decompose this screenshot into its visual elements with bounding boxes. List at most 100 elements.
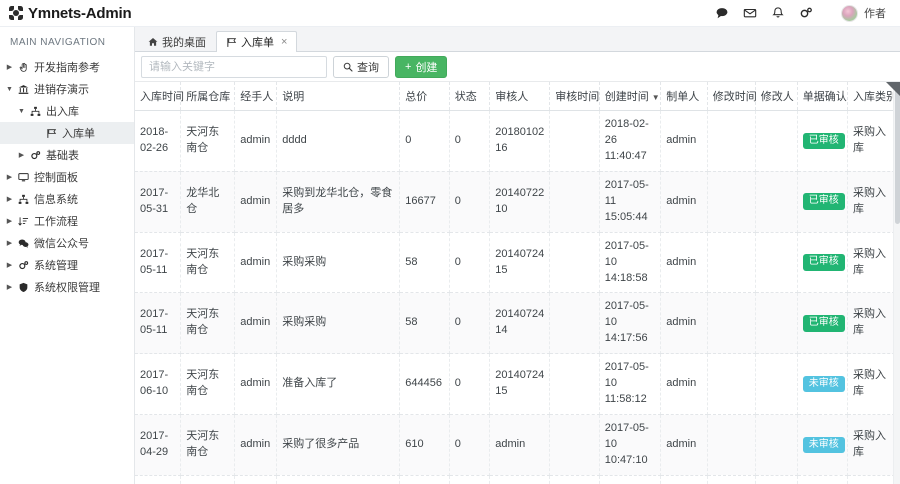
cell-2: 天河东南仓	[180, 292, 236, 355]
tab-close-icon[interactable]: ×	[281, 36, 288, 48]
cell-10: admin	[660, 232, 708, 294]
chevron-right-icon: ▶	[6, 217, 13, 225]
cell-9: 2017-05-10 14:18:58	[599, 232, 662, 294]
sidebar-item-2[interactable]: ▼ 进销存演示	[0, 78, 134, 100]
column-header-7[interactable]: 审核人	[489, 82, 551, 111]
column-header-11[interactable]: 修改时间	[707, 82, 757, 111]
cell-11	[707, 353, 756, 416]
scrollbar-thumb[interactable]	[895, 84, 900, 224]
cell-10: admin	[660, 171, 708, 233]
column-header-label: 单据确认	[802, 91, 847, 103]
sidebar-item-label: 工作流程	[34, 216, 78, 228]
sidebar-item-6[interactable]: ▶ 控制面板	[0, 166, 134, 188]
column-header-label: 创建时间	[604, 91, 649, 103]
query-button-label: 查询	[357, 62, 379, 74]
status-badge[interactable]: 已审核	[802, 132, 845, 150]
cell-10: admin	[660, 353, 708, 416]
cell-10: admin	[660, 475, 708, 484]
column-header-9[interactable]: 创建时间 ▼	[599, 82, 662, 111]
query-button[interactable]: 查询	[333, 56, 389, 78]
column-header-13[interactable]: 单据确认	[797, 82, 849, 111]
column-header-10[interactable]: 制单人	[660, 82, 708, 111]
tab-1[interactable]: 我的桌面	[138, 31, 216, 52]
column-header-3[interactable]: 经手人	[234, 82, 278, 111]
cell-6: 0	[449, 414, 491, 476]
sidebar-item-label: 进销存演示	[34, 84, 89, 96]
tab-2[interactable]: 入库单 ×	[216, 31, 298, 52]
cell-3: admin	[234, 232, 278, 294]
mail-icon[interactable]	[743, 6, 757, 20]
column-header-2[interactable]: 所属仓库	[180, 82, 236, 111]
sidebar-item-3[interactable]: ▼ 出入库	[0, 100, 134, 122]
gear-icon[interactable]	[799, 6, 813, 20]
cell-4: 本次巨量采购到总仓	[276, 475, 401, 484]
sidebar-item-label: 系统权限管理	[34, 282, 100, 294]
column-header-1[interactable]: 入库时间	[135, 82, 184, 111]
column-header-8[interactable]: 审核时间	[549, 82, 600, 111]
collapse-corner-icon[interactable]	[886, 82, 900, 96]
cell-14: 采购入库	[847, 110, 900, 172]
table-row[interactable]: 2017-06-10 天河东南仓 admin 准备入库了 644456 0 20140724…	[135, 353, 900, 416]
bell-icon[interactable]	[771, 6, 785, 20]
table-row[interactable]: 2017-05-11 天河东南仓 admin 采购采购 58 0 2014072414 201…	[135, 292, 900, 355]
sidebar-item-5[interactable]: ▶ 基础表	[0, 144, 134, 166]
gears-icon	[17, 260, 30, 271]
cell-7: 2014072415	[489, 353, 551, 416]
table-row[interactable]: 2017-05-02总仓admin本次巨量采购到总仓31184640admin2…	[135, 475, 900, 484]
table-row[interactable]: 2017-04-29 天河东南仓 admin 采购了很多产品 610 0 admin 2017…	[135, 414, 900, 476]
table-row[interactable]: 2018-02-26 天河东南仓 admin dddd 0 0 2018010216 2018…	[135, 110, 900, 172]
cell-4: dddd	[276, 110, 401, 172]
cell-2: 天河东南仓	[180, 110, 236, 172]
cell-5: 0	[399, 110, 450, 172]
status-badge[interactable]: 未审核	[802, 375, 845, 393]
cell-11	[707, 292, 756, 355]
column-header-5[interactable]: 总价	[399, 82, 450, 111]
sidebar-item-10[interactable]: ▶ 系统管理	[0, 254, 134, 276]
sidebar-item-8[interactable]: ▶ 工作流程	[0, 210, 134, 232]
status-badge[interactable]: 已审核	[802, 193, 845, 210]
sidebar-item-7[interactable]: ▶ 信息系统	[0, 188, 134, 210]
table-row[interactable]: 2017-05-11 天河东南仓 admin 采购采购 58 0 2014072415 201…	[135, 232, 900, 294]
column-header-label: 状态	[454, 91, 477, 103]
table-row[interactable]: 2017-05-31 龙华北仓 admin 采购到龙华北仓，零食居多 16677 0 201…	[135, 171, 900, 233]
search-input[interactable]	[141, 56, 327, 78]
cell-5: 58	[399, 232, 450, 294]
cell-2: 天河东南仓	[180, 232, 236, 294]
table-vertical-scrollbar[interactable]	[893, 82, 900, 484]
cell-8	[549, 414, 600, 476]
wechat-icon	[17, 238, 30, 249]
cell-3: admin	[234, 110, 278, 172]
cell-status-badge: 已审核	[797, 171, 849, 233]
column-header-6[interactable]: 状态	[449, 82, 491, 111]
status-badge[interactable]: 未审核	[802, 436, 845, 454]
sidebar-item-1[interactable]: ▶ 开发指南参考	[0, 56, 134, 78]
cell-7: 2018010216	[489, 110, 551, 172]
sidebar-item-11[interactable]: ▶ 系统权限管理	[0, 276, 134, 298]
chevron-down-icon: ▼	[6, 85, 13, 93]
sort-descending-icon[interactable]: ▼	[651, 93, 660, 102]
cell-2: 天河东南仓	[180, 414, 236, 476]
brand-logo[interactable]: Ymnets-Admin	[0, 0, 135, 27]
cell-2: 龙华北仓	[180, 171, 236, 233]
sidebar-item-4[interactable]: ▶入库单	[0, 122, 134, 144]
column-header-4[interactable]: 说明	[276, 82, 401, 111]
status-badge[interactable]: 已审核	[802, 254, 845, 271]
chevron-right-icon: ▶	[18, 151, 25, 159]
sidebar-item-9[interactable]: ▶ 微信公众号	[0, 232, 134, 254]
column-header-label: 所属仓库	[186, 91, 231, 103]
create-button[interactable]: + 创建	[395, 56, 448, 78]
cell-10: admin	[660, 414, 708, 476]
cell-9: 2017-05-10 10:47:10	[599, 414, 662, 476]
user-name-label: 作者	[864, 8, 886, 20]
cell-6: 0	[449, 353, 491, 416]
tab-label: 我的桌面	[162, 37, 206, 49]
search-icon	[343, 62, 353, 72]
cell-1: 2018-02-26	[135, 110, 182, 172]
cell-11	[707, 414, 756, 476]
column-header-12[interactable]: 修改人	[755, 82, 798, 111]
chat-icon[interactable]	[715, 6, 729, 20]
user-menu[interactable]: 作者	[841, 4, 886, 22]
status-badge[interactable]: 已审核	[802, 315, 845, 332]
chevron-right-icon: ▶	[6, 63, 13, 71]
